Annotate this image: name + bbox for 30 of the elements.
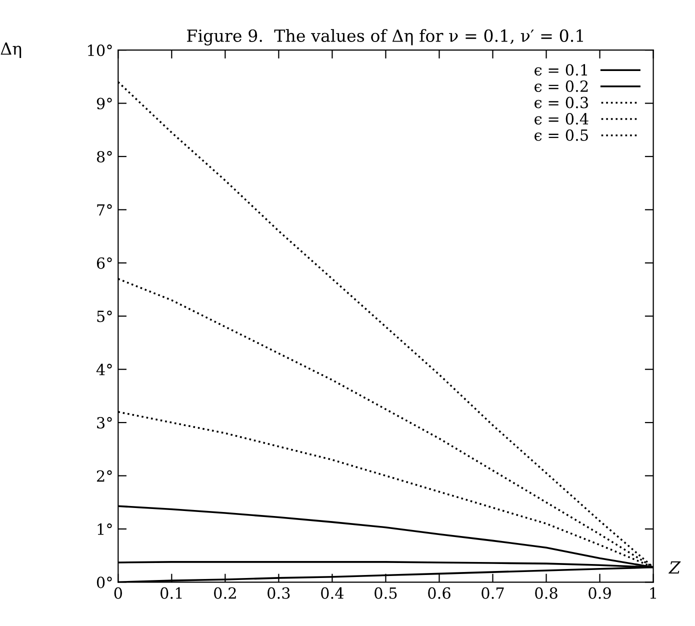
x-tick-label: 0.8 <box>535 587 558 599</box>
y-tick-label: 5° <box>97 310 112 322</box>
y-tick-label: 10° <box>88 44 112 56</box>
legend-label: ϵ = 0.1 <box>534 64 587 76</box>
y-tick-label: 0° <box>96 576 112 588</box>
y-tick-label: 1° <box>98 523 112 535</box>
x-tick-label: 0.6 <box>428 587 450 599</box>
x-tick-label: 1 <box>650 587 656 599</box>
y-tick-label: 8° <box>96 150 112 163</box>
x-tick-label: 0.4 <box>321 587 344 599</box>
y-tick-label: 6° <box>96 257 112 269</box>
legend-label: ϵ = 0.5 <box>534 129 588 141</box>
x-tick-label: 0.9 <box>588 587 611 599</box>
x-tick-label: 0.5 <box>374 587 397 599</box>
y-tick-label: 3° <box>97 417 112 429</box>
legend-label: ϵ = 0.4 <box>534 113 588 125</box>
x-tick-label: 0.1 <box>160 587 182 599</box>
legend-label: ϵ = 0.2 <box>534 80 588 92</box>
x-axis-title: Z <box>668 561 681 574</box>
y-tick-label: 7° <box>97 204 112 216</box>
chart-title: Figure 9. The values of Δη for ν = 0.1, ν′ = 0.1 <box>187 29 583 46</box>
y-tick-label: 9° <box>96 98 112 110</box>
x-tick-label: 0.7 <box>482 587 504 599</box>
x-tick-label: 0.3 <box>268 587 290 599</box>
x-tick-label: 0.2 <box>214 587 236 599</box>
y-tick-label: 4° <box>96 364 112 376</box>
y-tick-label: 2° <box>96 470 112 482</box>
y-axis-title: Δη <box>0 42 22 58</box>
legend-label: ϵ = 0.3 <box>534 96 588 108</box>
x-tick-label: 0 <box>114 587 122 599</box>
